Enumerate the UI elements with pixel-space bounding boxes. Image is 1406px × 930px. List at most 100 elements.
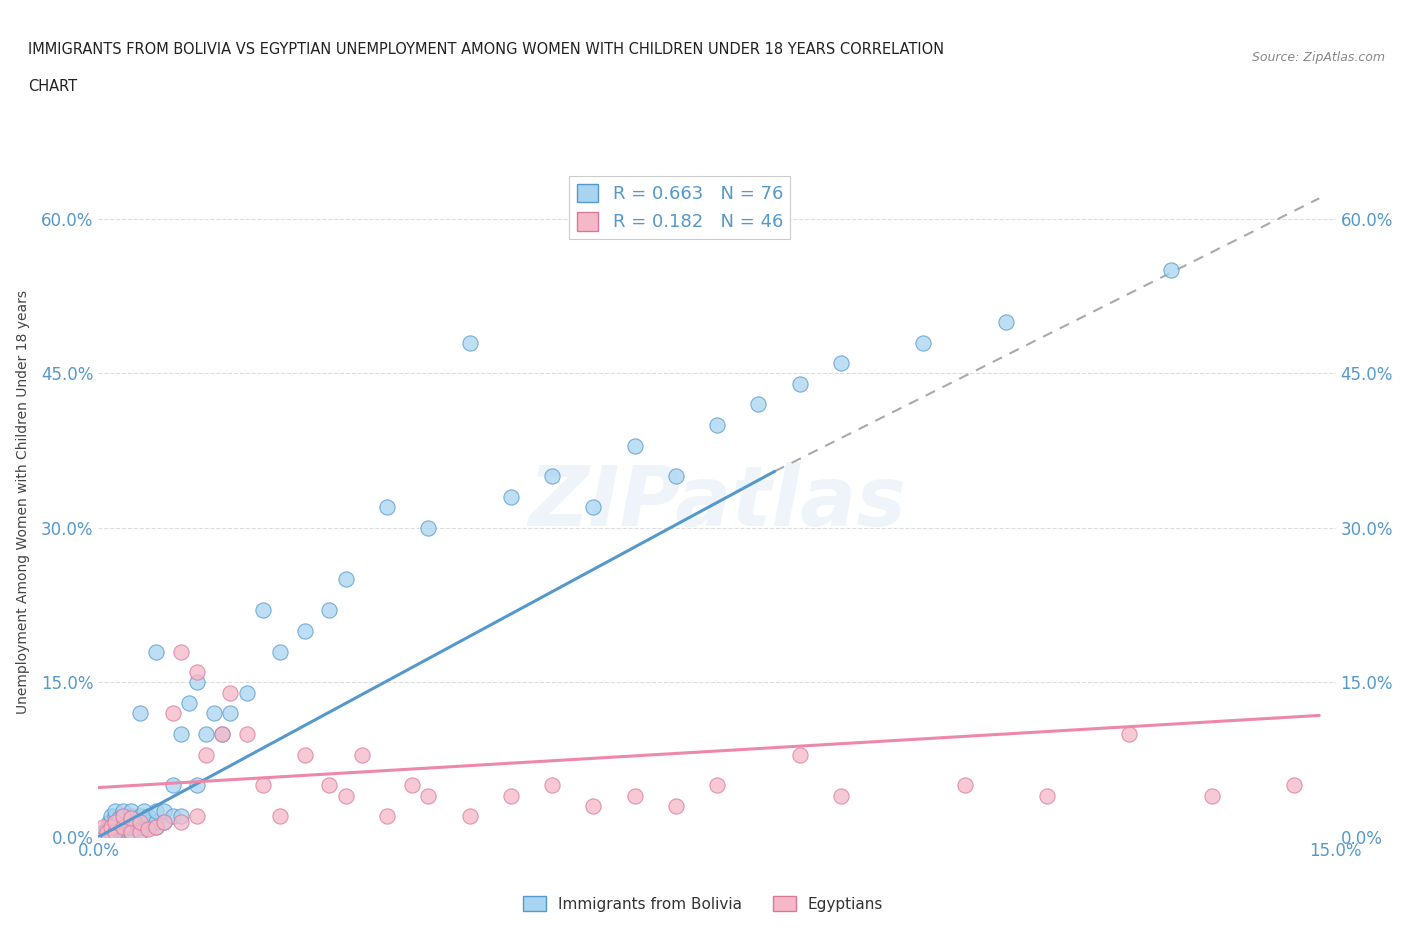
Point <box>706 778 728 793</box>
Point <box>100 819 122 834</box>
Point <box>112 824 135 839</box>
Point <box>211 726 233 741</box>
Point <box>128 814 150 829</box>
Point <box>162 706 184 721</box>
Point <box>112 814 135 829</box>
Point <box>128 706 150 721</box>
Point <box>128 824 150 839</box>
Point <box>136 821 159 836</box>
Point <box>375 500 398 515</box>
Point <box>117 817 139 832</box>
Point <box>179 696 201 711</box>
Point <box>97 819 120 834</box>
Point <box>162 778 184 793</box>
Point <box>120 809 142 824</box>
Point <box>186 809 208 824</box>
Point <box>120 824 142 839</box>
Point <box>789 747 811 762</box>
Point <box>335 572 357 587</box>
Point <box>136 814 159 829</box>
Point <box>170 726 193 741</box>
Point <box>458 335 481 350</box>
Point <box>170 809 193 824</box>
Point <box>96 821 118 836</box>
Point <box>1201 789 1223 804</box>
Point <box>418 521 440 536</box>
Text: IMMIGRANTS FROM BOLIVIA VS EGYPTIAN UNEMPLOYMENT AMONG WOMEN WITH CHILDREN UNDER: IMMIGRANTS FROM BOLIVIA VS EGYPTIAN UNEM… <box>28 42 945 57</box>
Point <box>294 623 316 638</box>
Point <box>153 814 176 829</box>
Point <box>145 819 167 834</box>
Point <box>104 814 127 829</box>
Point <box>789 377 811 392</box>
Point <box>582 500 605 515</box>
Point <box>194 747 217 762</box>
Point <box>105 821 128 836</box>
Point <box>219 685 242 700</box>
Point <box>104 809 127 824</box>
Point <box>499 789 522 804</box>
Point <box>128 814 150 829</box>
Point <box>623 789 645 804</box>
Point <box>100 824 122 839</box>
Point <box>124 814 146 829</box>
Point <box>335 789 357 804</box>
Point <box>912 335 935 350</box>
Point <box>1118 726 1140 741</box>
Point <box>120 824 142 839</box>
Point <box>98 814 121 829</box>
Point <box>219 706 242 721</box>
Point <box>91 819 114 834</box>
Point <box>541 778 564 793</box>
Point <box>136 819 159 834</box>
Point <box>252 603 274 618</box>
Point <box>202 706 225 721</box>
Point <box>104 814 127 829</box>
Point <box>186 675 208 690</box>
Point <box>236 685 259 700</box>
Point <box>128 819 150 834</box>
Point <box>112 804 135 818</box>
Legend: R = 0.663   N = 76, R = 0.182   N = 46: R = 0.663 N = 76, R = 0.182 N = 46 <box>569 177 790 239</box>
Point <box>352 747 374 762</box>
Point <box>418 789 440 804</box>
Point <box>104 824 127 839</box>
Point <box>269 644 291 659</box>
Point <box>665 469 688 484</box>
Point <box>112 809 135 824</box>
Point <box>170 814 193 829</box>
Point <box>186 778 208 793</box>
Point <box>582 799 605 814</box>
Point <box>153 814 176 829</box>
Point <box>128 809 150 824</box>
Point <box>112 809 135 824</box>
Point <box>830 789 852 804</box>
Point <box>128 824 150 839</box>
Point <box>665 799 688 814</box>
Point <box>112 821 135 836</box>
Point <box>145 814 167 829</box>
Point <box>623 438 645 453</box>
Point <box>120 819 142 834</box>
Point <box>112 817 135 832</box>
Point <box>162 809 184 824</box>
Point <box>108 819 131 834</box>
Point <box>458 809 481 824</box>
Point <box>401 778 423 793</box>
Point <box>100 814 122 829</box>
Point <box>100 819 122 834</box>
Point <box>1036 789 1059 804</box>
Text: ZIPatlas: ZIPatlas <box>529 461 905 543</box>
Point <box>112 819 135 834</box>
Y-axis label: Unemployment Among Women with Children Under 18 years: Unemployment Among Women with Children U… <box>15 290 30 714</box>
Point <box>170 644 193 659</box>
Point <box>1160 263 1182 278</box>
Point <box>103 819 125 834</box>
Point <box>96 824 118 839</box>
Point <box>953 778 976 793</box>
Point <box>318 778 340 793</box>
Text: Source: ZipAtlas.com: Source: ZipAtlas.com <box>1251 51 1385 64</box>
Point <box>145 644 167 659</box>
Point <box>186 665 208 680</box>
Point <box>104 824 127 839</box>
